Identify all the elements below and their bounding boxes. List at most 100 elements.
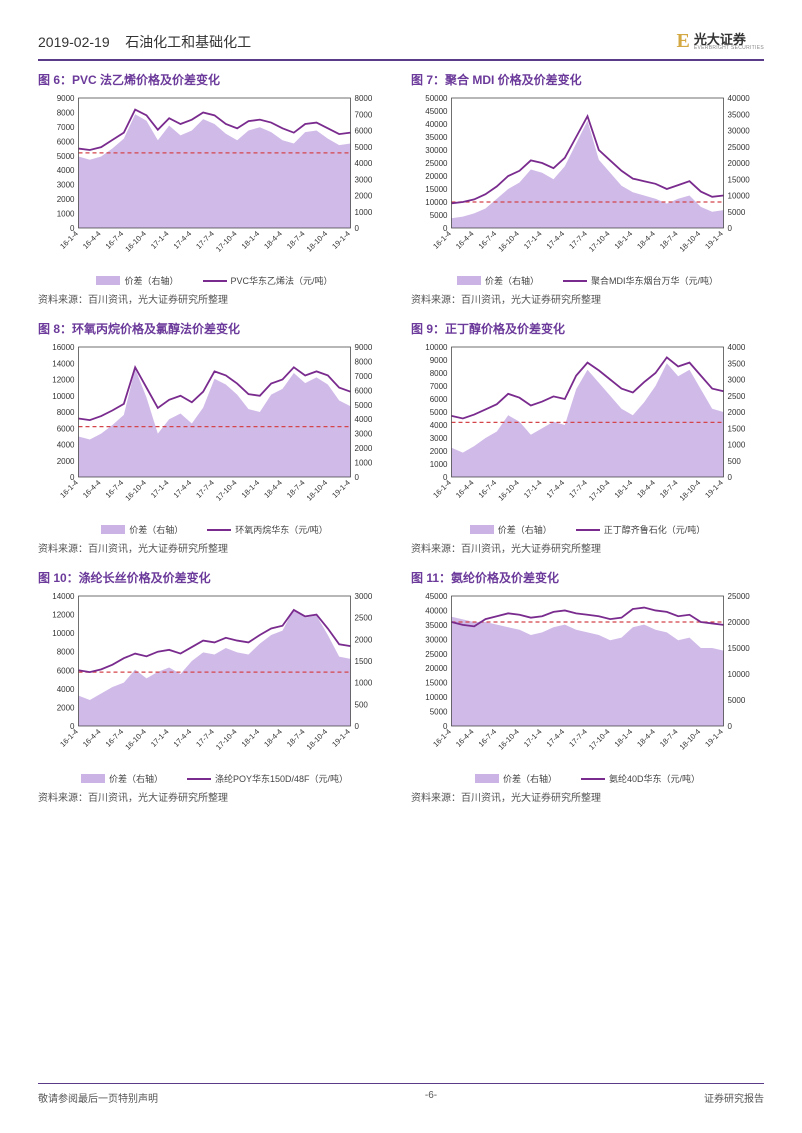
- svg-text:17-4-4: 17-4-4: [545, 478, 567, 500]
- legend-area: 价差（右轴）: [470, 523, 552, 536]
- svg-text:30000: 30000: [425, 146, 448, 155]
- svg-text:17-10-4: 17-10-4: [214, 478, 239, 503]
- chart-block-c9: 图 9：正丁醇价格及价差变化01000200030004000500060007…: [411, 320, 764, 561]
- svg-text:19-1-4: 19-1-4: [330, 727, 352, 749]
- svg-text:16-1-4: 16-1-4: [58, 727, 80, 749]
- svg-text:16-10-4: 16-10-4: [123, 727, 148, 752]
- svg-text:500: 500: [728, 457, 742, 466]
- svg-text:2000: 2000: [57, 703, 75, 712]
- chart-svg: 0500010000150002000025000300003500040000…: [411, 590, 764, 770]
- svg-text:2000: 2000: [355, 635, 373, 644]
- svg-text:4000: 4000: [57, 166, 75, 175]
- svg-text:18-4-4: 18-4-4: [262, 478, 284, 500]
- chart-source: 资料来源：百川资讯，光大证券研究所整理: [411, 291, 764, 306]
- svg-text:16-10-4: 16-10-4: [496, 229, 521, 254]
- svg-text:19-1-4: 19-1-4: [330, 478, 352, 500]
- svg-text:18-7-4: 18-7-4: [285, 229, 307, 251]
- svg-text:0: 0: [728, 224, 733, 233]
- svg-text:19-1-4: 19-1-4: [703, 478, 725, 500]
- svg-text:17-4-4: 17-4-4: [172, 229, 194, 251]
- svg-text:18-7-4: 18-7-4: [285, 727, 307, 749]
- svg-text:17-10-4: 17-10-4: [587, 229, 612, 254]
- svg-text:16000: 16000: [52, 343, 75, 352]
- chart-block-c8: 图 8：环氧丙烷价格及氯醇法价差变化0200040006000800010000…: [38, 320, 391, 561]
- svg-text:17-1-4: 17-1-4: [522, 727, 544, 749]
- svg-text:19-1-4: 19-1-4: [703, 727, 725, 749]
- logo: E 光大证券 EVERBRIGHT SECURITIES: [677, 30, 764, 53]
- svg-text:3000: 3000: [355, 430, 373, 439]
- header-date: 2019-02-19: [38, 34, 110, 50]
- svg-text:8000: 8000: [57, 648, 75, 657]
- svg-text:16-10-4: 16-10-4: [123, 478, 148, 503]
- svg-text:17-1-4: 17-1-4: [522, 229, 544, 251]
- svg-text:2500: 2500: [728, 392, 746, 401]
- legend-area: 价差（右轴）: [81, 772, 163, 785]
- svg-text:17-1-4: 17-1-4: [522, 478, 544, 500]
- svg-text:2000: 2000: [355, 444, 373, 453]
- chart-title: 图 8：环氧丙烷价格及氯醇法价差变化: [38, 320, 391, 337]
- svg-text:9000: 9000: [430, 356, 448, 365]
- chart-title: 图 9：正丁醇价格及价差变化: [411, 320, 764, 337]
- svg-text:10000: 10000: [425, 343, 448, 352]
- footer-page: -6-: [425, 1090, 437, 1105]
- svg-text:35000: 35000: [728, 110, 751, 119]
- legend-line: 氨纶40D华东（元/吨）: [581, 772, 700, 785]
- svg-text:45000: 45000: [425, 592, 448, 601]
- svg-text:3000: 3000: [57, 181, 75, 190]
- svg-text:0: 0: [355, 722, 360, 731]
- chart-legend: 价差（右轴）环氧丙烷华东（元/吨）: [38, 523, 391, 536]
- header-category: 石油化工和基础化工: [125, 34, 251, 50]
- logo-cn: 光大证券: [694, 33, 764, 46]
- svg-text:18-10-4: 18-10-4: [305, 478, 330, 503]
- svg-text:35000: 35000: [425, 621, 448, 630]
- svg-text:2000: 2000: [355, 192, 373, 201]
- svg-text:25000: 25000: [728, 592, 751, 601]
- legend-area: 价差（右轴）: [101, 523, 183, 536]
- svg-text:18-1-4: 18-1-4: [613, 727, 635, 749]
- chart-block-c6: 图 6：PVC 法乙烯价格及价差变化0100020003000400050006…: [38, 71, 391, 312]
- chart-svg: 0200040006000800010000120001400005001000…: [38, 590, 391, 770]
- chart-block-c7: 图 7：聚合 MDI 价格及价差变化0500010000150002000025…: [411, 71, 764, 312]
- chart-source: 资料来源：百川资讯，光大证券研究所整理: [38, 291, 391, 306]
- svg-text:18-7-4: 18-7-4: [658, 478, 680, 500]
- svg-text:1000: 1000: [57, 210, 75, 219]
- svg-text:6000: 6000: [57, 137, 75, 146]
- svg-text:10000: 10000: [425, 693, 448, 702]
- svg-text:17-7-4: 17-7-4: [567, 478, 589, 500]
- svg-text:7000: 7000: [355, 110, 373, 119]
- chart-source: 资料来源：百川资讯，光大证券研究所整理: [411, 789, 764, 804]
- chart-svg: 0200040006000800010000120001400016000010…: [38, 341, 391, 521]
- svg-text:5000: 5000: [430, 708, 448, 717]
- page-header: 2019-02-19 石油化工和基础化工 E 光大证券 EVERBRIGHT S…: [38, 30, 764, 61]
- svg-text:10000: 10000: [52, 392, 75, 401]
- svg-text:10000: 10000: [52, 629, 75, 638]
- svg-text:18-7-4: 18-7-4: [658, 727, 680, 749]
- svg-text:18-1-4: 18-1-4: [240, 727, 262, 749]
- svg-text:12000: 12000: [52, 376, 75, 385]
- svg-text:16-7-4: 16-7-4: [104, 478, 126, 500]
- chart-source: 资料来源：百川资讯，光大证券研究所整理: [38, 540, 391, 555]
- svg-text:16-7-4: 16-7-4: [477, 727, 499, 749]
- logo-mark: E: [677, 30, 690, 53]
- chart-legend: 价差（右轴）聚合MDI华东烟台万华（元/吨）: [411, 274, 764, 287]
- svg-text:18-4-4: 18-4-4: [262, 727, 284, 749]
- svg-text:10000: 10000: [728, 670, 751, 679]
- svg-text:18-1-4: 18-1-4: [613, 478, 635, 500]
- svg-text:18-10-4: 18-10-4: [678, 229, 703, 254]
- svg-text:18-4-4: 18-4-4: [262, 229, 284, 251]
- svg-text:45000: 45000: [425, 107, 448, 116]
- svg-text:2000: 2000: [728, 408, 746, 417]
- svg-text:0: 0: [728, 722, 733, 731]
- svg-text:14000: 14000: [52, 359, 75, 368]
- chart-source: 资料来源：百川资讯，光大证券研究所整理: [38, 789, 391, 804]
- chart-block-c11: 图 11：氨纶价格及价差变化05000100001500020000250003…: [411, 569, 764, 810]
- svg-text:16-4-4: 16-4-4: [81, 727, 103, 749]
- svg-text:16-1-4: 16-1-4: [58, 478, 80, 500]
- svg-text:16-4-4: 16-4-4: [81, 229, 103, 251]
- legend-line: 涤纶POY华东150D/48F（元/吨）: [187, 772, 348, 785]
- svg-text:17-1-4: 17-1-4: [149, 229, 171, 251]
- svg-text:16-7-4: 16-7-4: [104, 727, 126, 749]
- svg-text:8000: 8000: [57, 108, 75, 117]
- svg-text:4000: 4000: [57, 685, 75, 694]
- svg-text:18-10-4: 18-10-4: [305, 727, 330, 752]
